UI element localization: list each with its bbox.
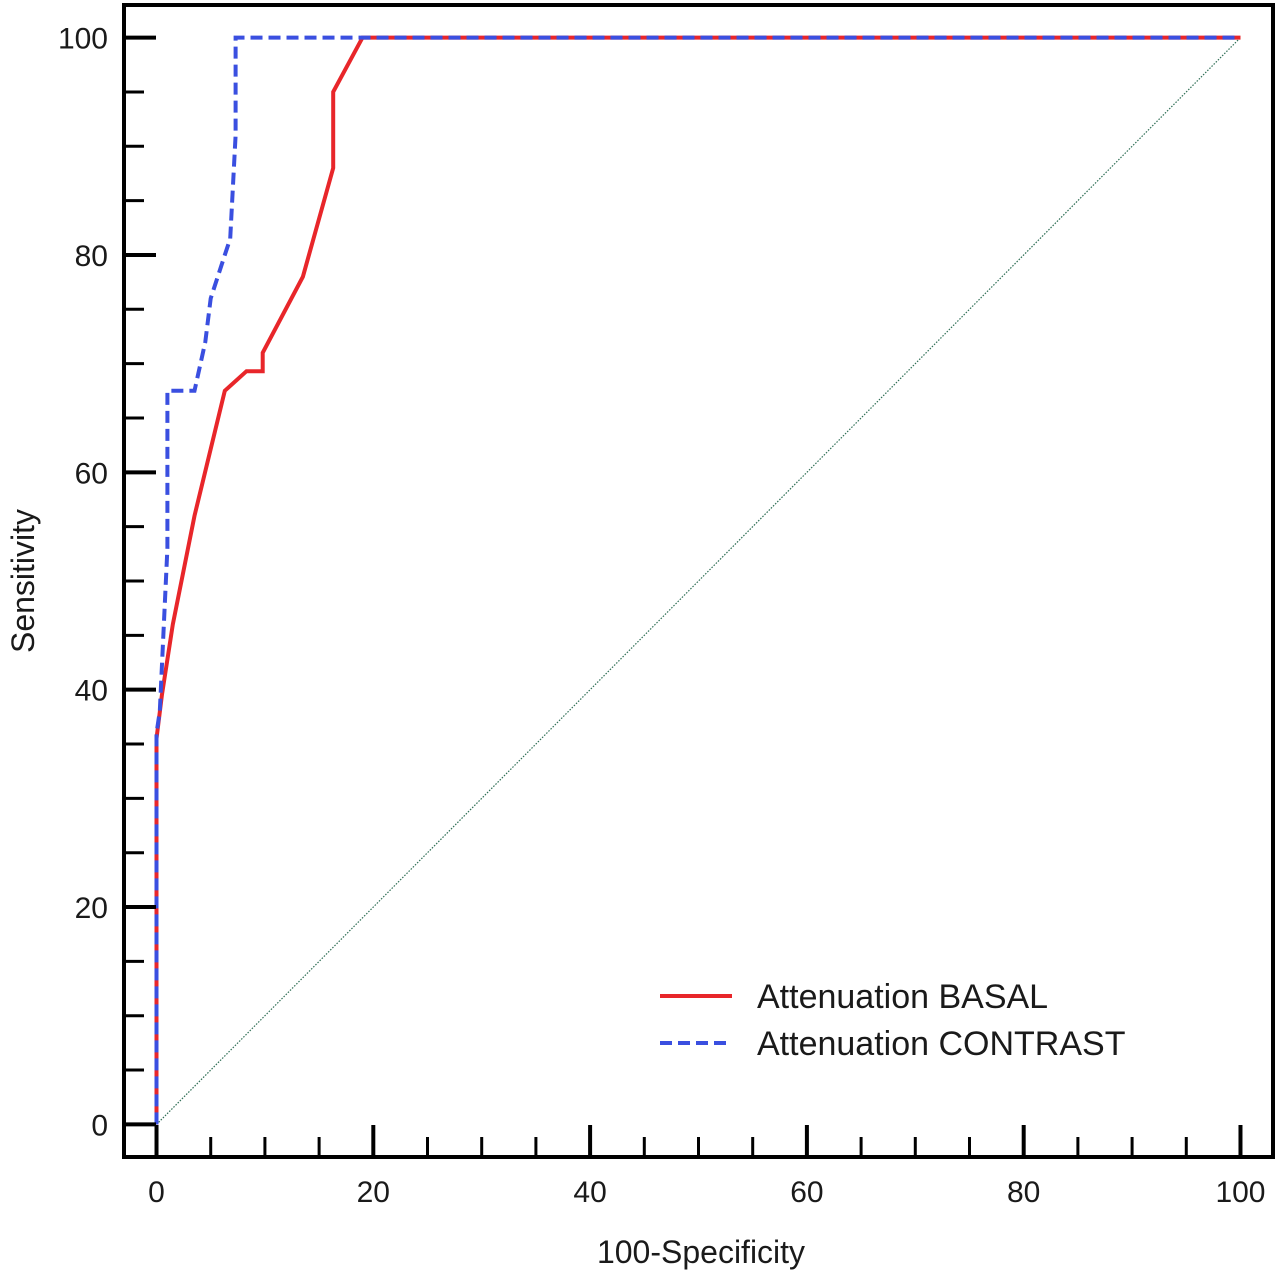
- x-tick-label: 40: [573, 1176, 606, 1209]
- x-tick-label: 80: [1007, 1176, 1040, 1209]
- y-tick-label: 80: [75, 240, 108, 273]
- series-layer: [154, 35, 1241, 1125]
- y-tick-label: 100: [58, 23, 108, 56]
- tick-labels: 0 20 40 60 80 100 0 20 40 60 80 100: [58, 23, 1266, 1209]
- legend-label-basal: Attenuation BASAL: [757, 978, 1048, 1016]
- x-tick-label: 60: [790, 1176, 823, 1209]
- reference-line-layer: [156, 37, 1241, 1125]
- x-tick-label: 100: [1215, 1176, 1265, 1209]
- axis-ticks: [124, 35, 1243, 1157]
- x-tick-label: 0: [148, 1176, 165, 1209]
- legend: Attenuation BASAL Attenuation CONTRAST: [660, 978, 1125, 1063]
- reference-diagonal: [156, 37, 1241, 1125]
- x-tick-label: 20: [357, 1176, 390, 1209]
- y-tick-label: 40: [75, 675, 108, 708]
- y-tick-label: 20: [75, 892, 108, 925]
- x-axis-title: 100-Specificity: [597, 1234, 805, 1270]
- y-tick-label: 60: [75, 457, 108, 490]
- y-tick-label: 0: [91, 1109, 108, 1142]
- series-line-0: [154, 35, 1241, 1125]
- y-axis-title: Sensitivity: [5, 509, 41, 653]
- series-line-1: [154, 35, 1241, 1125]
- legend-label-contrast: Attenuation CONTRAST: [757, 1025, 1125, 1063]
